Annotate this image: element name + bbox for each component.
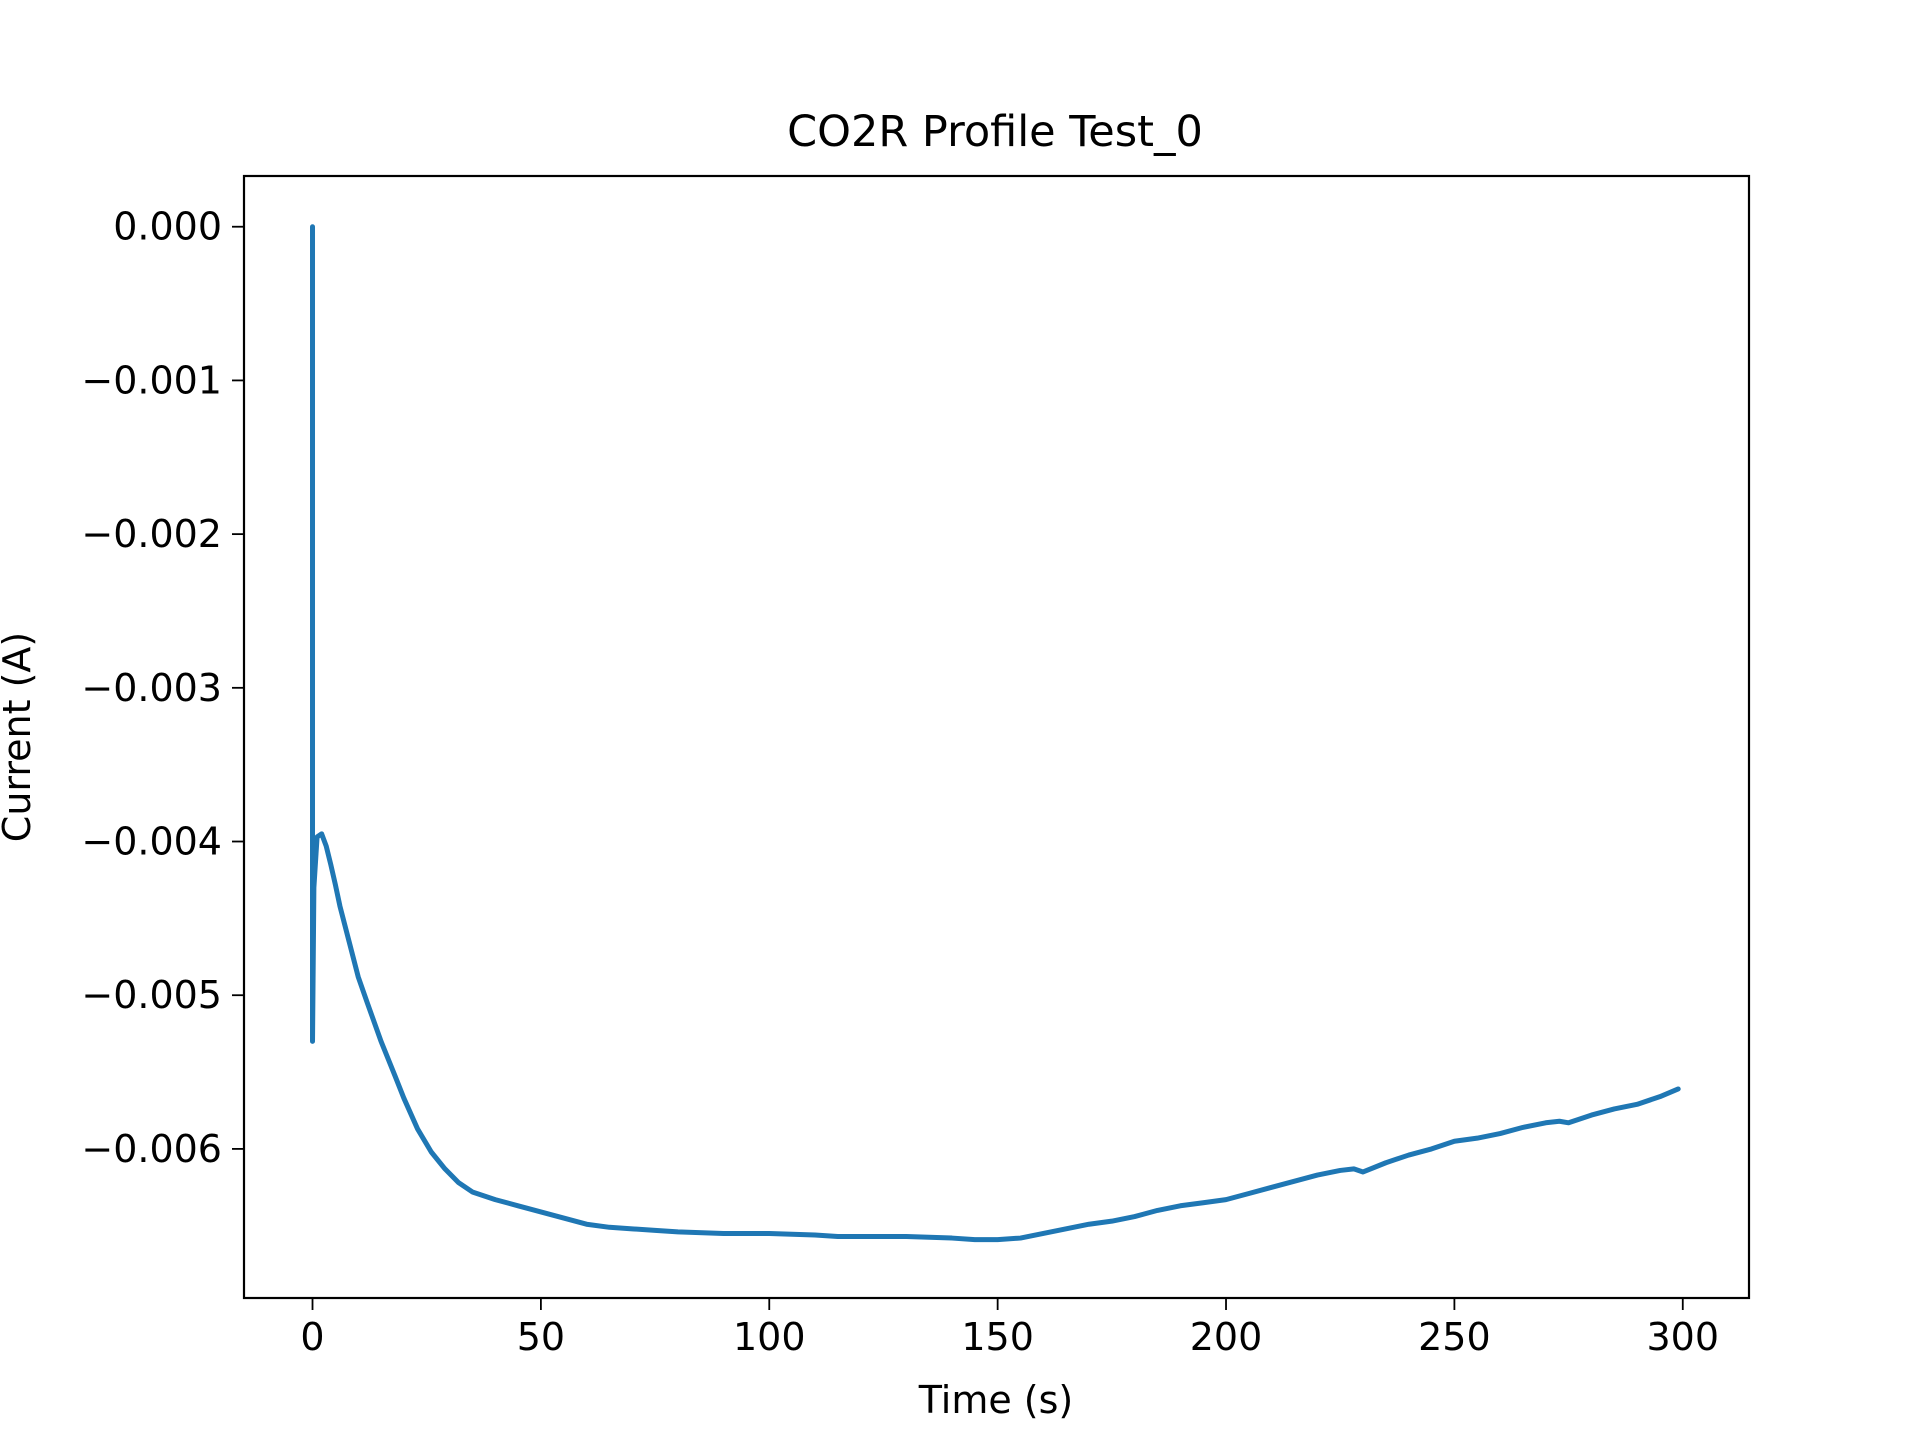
x-axis-ticks: 0 50 100 150 200 250 300 <box>300 1298 1719 1359</box>
plot-frame <box>242 174 1751 1300</box>
y-tick-label: −0.005 <box>81 973 222 1017</box>
y-tick-label: −0.006 <box>81 1127 222 1171</box>
y-tick-label: −0.001 <box>81 358 222 402</box>
chart-title: CO2R Profile Test_0 <box>787 107 1203 157</box>
y-tick-label: −0.004 <box>81 820 222 864</box>
x-tick-label: 100 <box>733 1315 806 1359</box>
current-series-line <box>310 224 1681 1243</box>
x-axis-label: Time (s) <box>918 1378 1074 1422</box>
y-tick-label: −0.003 <box>81 666 222 710</box>
x-tick-label: 250 <box>1418 1315 1491 1359</box>
x-tick-label: 150 <box>961 1315 1034 1359</box>
y-axis-label: Current (A) <box>0 632 39 842</box>
x-tick-label: 0 <box>300 1315 324 1359</box>
x-tick-label: 200 <box>1190 1315 1263 1359</box>
y-tick-label: −0.002 <box>81 512 222 556</box>
y-tick-label: 0.000 <box>113 205 222 249</box>
x-tick-label: 50 <box>517 1315 565 1359</box>
x-tick-label: 300 <box>1647 1315 1720 1359</box>
y-axis-ticks: 0.000 −0.001 −0.002 −0.003 −0.004 −0.005 −0.00… <box>81 205 244 1171</box>
